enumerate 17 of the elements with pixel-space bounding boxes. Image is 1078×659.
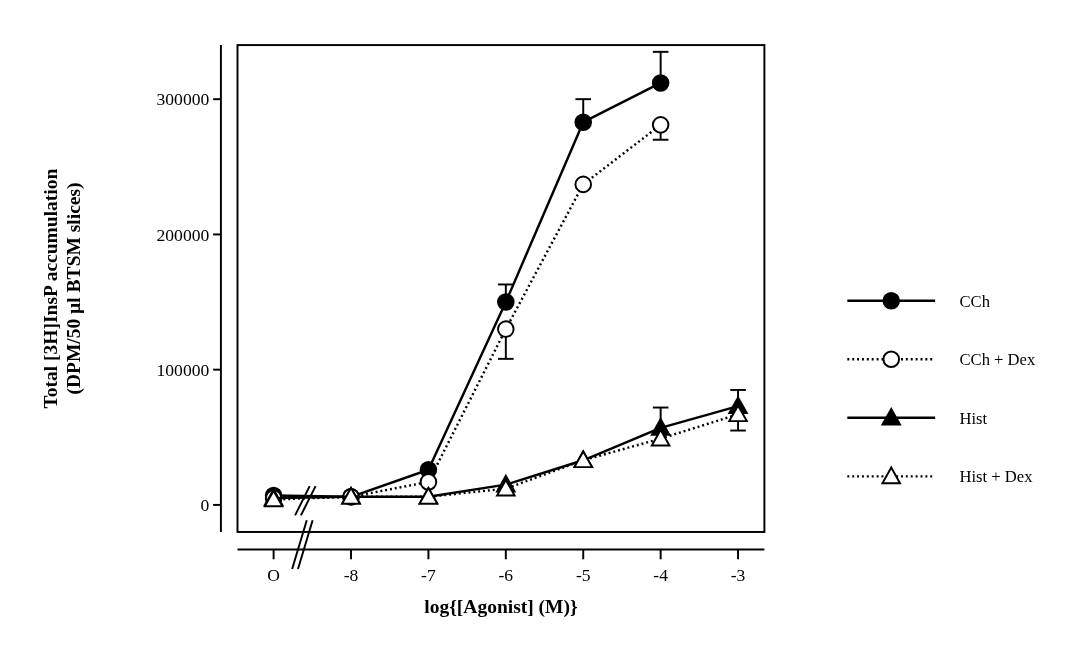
text: CCh + Dex [959,350,1036,370]
x-tick-label: -6 [498,564,514,585]
y-tick-label: 100000 [156,359,210,380]
x-axis-title: log{[Agonist] (M)} [424,595,578,618]
text: Hist + Dex [959,467,1034,487]
y-tick-label: 0 [200,495,210,516]
y-tick-label: 200000 [156,224,210,245]
x-tick-label: -8 [343,564,359,585]
y-tick-label: 300000 [156,89,210,110]
x-tick-label: -7 [421,564,436,585]
text: Hist [959,408,988,428]
text: CCh [959,291,991,311]
x-tick-label: -5 [575,564,591,585]
x-tick-label: -4 [653,564,669,585]
x-tick-label: O [267,564,280,585]
y-axis-title: Total [3H]InsP accumulation (DPM/50 µl BTSM slices) [39,168,86,409]
x-tick-label: -3 [730,564,746,585]
